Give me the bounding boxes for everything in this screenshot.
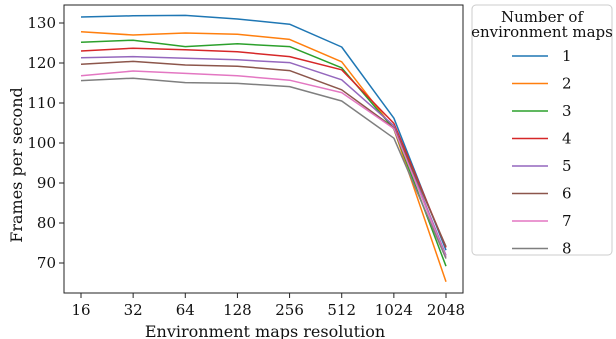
x-tick-label-128: 128	[223, 301, 252, 319]
legend-label-2: 2	[562, 75, 572, 93]
x-tick-label-256: 256	[275, 301, 304, 319]
legend-frame	[471, 4, 613, 256]
y-tick-label-100: 100	[27, 134, 56, 152]
y-tick-label-80: 80	[37, 214, 56, 232]
axes-frame	[63, 4, 464, 294]
x-tick-label-16: 16	[71, 301, 90, 319]
x-tick-label-2048: 2048	[427, 301, 465, 319]
legend-label-3: 3	[562, 102, 572, 120]
x-tick-label-1024: 1024	[375, 301, 413, 319]
y-tick-label-130: 130	[27, 14, 56, 32]
series-line-8	[80, 77, 447, 259]
y-tick-label-110: 110	[27, 94, 56, 112]
series-line-7	[80, 70, 447, 258]
series-line-5	[80, 55, 447, 256]
series-line-3	[80, 39, 447, 267]
series-line-1	[80, 14, 447, 251]
legend-label-8: 8	[562, 240, 572, 258]
x-tick-label-512: 512	[327, 301, 356, 319]
legend-label-7: 7	[562, 212, 572, 230]
plot-area: 70 80 90 100 110 120 130 16 32 64 128 256 512 1024 204…	[27, 4, 465, 319]
series-line-4	[80, 47, 447, 248]
legend-title-line-1: Number of	[501, 8, 584, 26]
legend-label-5: 5	[562, 157, 572, 175]
y-tick-label-120: 120	[27, 54, 56, 72]
y-tick-label-70: 70	[37, 254, 56, 272]
y-axis-label: Frames per second	[7, 87, 26, 243]
x-axis-label: Environment maps resolution	[145, 322, 385, 339]
x-tick-label-32: 32	[124, 301, 143, 319]
x-tick-label-64: 64	[176, 301, 195, 319]
legend: Number of environment maps 1 2 3 4 5 6 7 8	[471, 4, 613, 258]
legend-title-line-2: environment maps	[471, 23, 613, 41]
legend-label-4: 4	[562, 130, 572, 148]
series-line-6	[80, 60, 447, 247]
series-line-2	[80, 31, 447, 283]
legend-label-1: 1	[562, 47, 572, 65]
y-tick-label-90: 90	[37, 174, 56, 192]
legend-label-6: 6	[562, 185, 572, 203]
